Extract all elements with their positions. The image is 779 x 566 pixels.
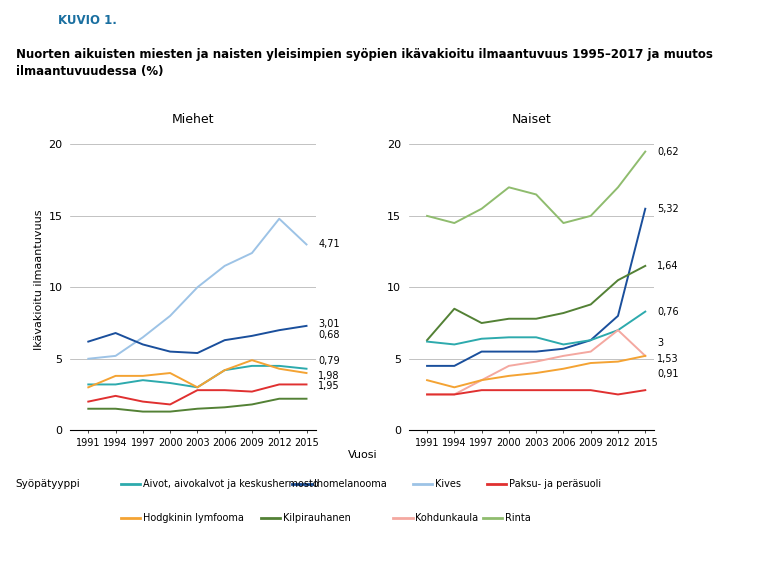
Text: KUVIO 1.: KUVIO 1.: [58, 14, 118, 27]
Text: Rinta: Rinta: [505, 513, 530, 523]
Title: Naiset: Naiset: [512, 113, 552, 126]
Text: Syöpätyyppi: Syöpätyyppi: [16, 479, 80, 489]
Text: 0,68: 0,68: [319, 330, 340, 340]
Text: 0,91: 0,91: [657, 370, 679, 379]
Text: Kohdunkaula: Kohdunkaula: [415, 513, 478, 523]
Text: 1,98: 1,98: [319, 371, 340, 381]
Text: Nuorten aikuisten miesten ja naisten yleisimpien syöpien ikävakioitu ilmaantuvuu: Nuorten aikuisten miesten ja naisten yle…: [16, 48, 713, 78]
Text: Ihomelanooma: Ihomelanooma: [314, 479, 386, 489]
Text: Aivot, aivokalvot ja keskushermosto: Aivot, aivokalvot ja keskushermosto: [143, 479, 319, 489]
Text: Kilpirauhanen: Kilpirauhanen: [283, 513, 351, 523]
Text: 0,79: 0,79: [319, 356, 340, 366]
Text: Paksu- ja peräsuoli: Paksu- ja peräsuoli: [509, 479, 601, 489]
Title: Miehet: Miehet: [171, 113, 214, 126]
Text: Kives: Kives: [435, 479, 460, 489]
Text: 1,53: 1,53: [657, 354, 679, 364]
Text: Vuosi: Vuosi: [347, 450, 377, 460]
Text: 3: 3: [657, 338, 663, 348]
Text: 1,95: 1,95: [319, 381, 340, 391]
Text: 0,76: 0,76: [657, 307, 679, 316]
Text: Hodgkinin lymfooma: Hodgkinin lymfooma: [143, 513, 243, 523]
Text: 1,64: 1,64: [657, 261, 679, 271]
Text: 0,62: 0,62: [657, 147, 679, 157]
Text: 5,32: 5,32: [657, 204, 679, 214]
Y-axis label: Ikävakioitu ilmaantuvuus: Ikävakioitu ilmaantuvuus: [34, 210, 44, 350]
Text: 3,01: 3,01: [319, 319, 340, 329]
Text: 4,71: 4,71: [319, 239, 340, 250]
